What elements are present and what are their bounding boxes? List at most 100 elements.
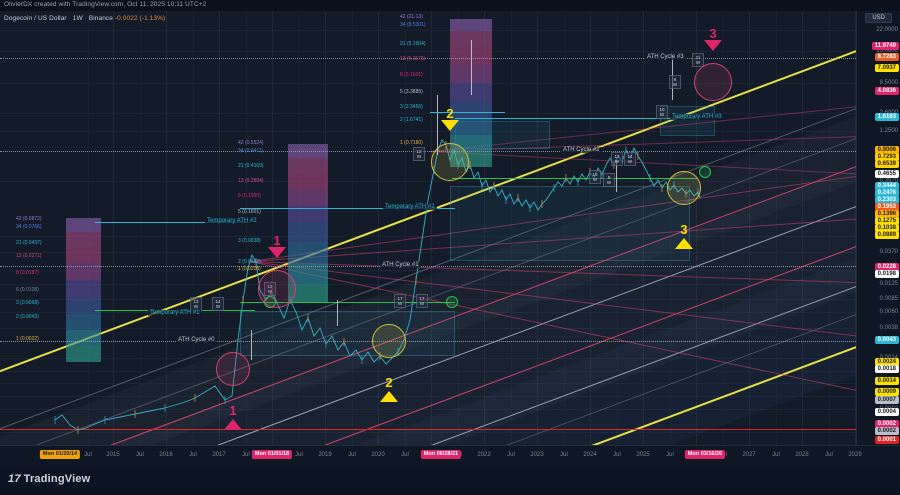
price-badge-15[interactable]: 0.1038: [874, 224, 899, 232]
time-badge-3[interactable]: Mon 03/16/26: [684, 450, 726, 459]
grid-line-horizontal: [0, 270, 856, 271]
price-badge-17[interactable]: 0.0228: [874, 263, 899, 271]
time-axis[interactable]: Jul2015Jul2016Jul2017Jul2018Jul2019Jul20…: [0, 445, 900, 467]
currency-button[interactable]: USD: [865, 13, 892, 23]
fib-block-left-row-1: [66, 232, 101, 246]
fib-level-label-2-0: 42 (21.13): [400, 14, 423, 20]
price-tick-5: 0.3970: [879, 178, 898, 184]
time-tick-28: Jul: [825, 452, 833, 458]
price-badge-11[interactable]: 0.2303: [874, 196, 899, 204]
price-tick-10: 0.0085: [879, 296, 898, 302]
price-badge-14[interactable]: 0.1275: [874, 217, 899, 225]
grid-line-horizontal: [0, 252, 856, 253]
duration-arrow-2: [437, 95, 438, 155]
price-badge-3[interactable]: 4.0836: [874, 87, 899, 95]
time-badge-1[interactable]: Mon 01/01/18: [251, 450, 293, 459]
exchange-label[interactable]: Binance: [88, 15, 114, 22]
grid-line-horizontal: [0, 371, 856, 372]
fib-block-mid-row-5: [288, 222, 328, 242]
symbol-name[interactable]: Dogecoin / US Dollar: [4, 15, 67, 22]
plot-area[interactable]: 1 1 2 2 3 3 ATH Cycle #0 ATH Cycle #1 ATH Cycle …: [0, 11, 856, 445]
temporary-ath-label-1: Temporary ATH #2: [205, 218, 259, 224]
grid-line-vertical: [431, 11, 432, 445]
time-badge-0[interactable]: Mon 01/20/14: [39, 450, 81, 459]
fib-level-label-2-3: 13 (6.1176): [400, 56, 426, 62]
duration-arrow-3: [471, 40, 472, 95]
grid-line-horizontal: [0, 51, 856, 52]
chart-pane[interactable]: 1 1 2 2 3 3 ATH Cycle #0 ATH Cycle #1 ATH Cycle …: [0, 11, 856, 445]
interval-label[interactable]: 1W: [72, 15, 83, 22]
price-badge-0[interactable]: 11.9749: [871, 42, 899, 50]
price-badge-5[interactable]: 0.9006: [874, 146, 899, 154]
grid-line-vertical: [352, 11, 353, 445]
price-badge-20[interactable]: 0.0024: [874, 358, 899, 366]
price-badge-1[interactable]: 8.7283: [874, 53, 899, 61]
fib-level-label-0-1: 34 (0.0766): [16, 224, 42, 230]
fib-level-label-1-7: 2 (0.0612): [238, 259, 261, 265]
duration-arrow-0: [251, 330, 252, 360]
fib-block-left-row-8: [66, 346, 101, 362]
price-axis[interactable]: USD 22.000015.00008.50002.60001.25000.39…: [856, 11, 900, 445]
duration-arrow-1: [337, 300, 338, 326]
fib-block-right-row-1: [450, 31, 492, 47]
price-badge-25[interactable]: 0.0004: [874, 408, 899, 416]
price-badge-9[interactable]: 0.3444: [874, 182, 899, 190]
fib-level-label-2-7: 2 (1.6741): [400, 117, 423, 123]
grid-line-horizontal: [0, 328, 856, 329]
duration-box-3: 17 W: [394, 294, 406, 308]
price-badge-23[interactable]: 0.0009: [874, 388, 899, 396]
time-badge-2[interactable]: Mon 06/28/21: [420, 450, 462, 459]
duration-box-12: 11 W: [692, 53, 704, 67]
price-badge-12[interactable]: 0.1953: [874, 203, 899, 211]
price-badge-22[interactable]: 0.0014: [874, 377, 899, 385]
time-tick-15: 2022: [477, 452, 491, 458]
price-badge-27[interactable]: 0.0002: [874, 427, 899, 435]
price-badge-19[interactable]: 0.0043: [874, 336, 899, 344]
price-badge-2[interactable]: 7.0937: [874, 64, 899, 72]
price-tick-12: 0.0038: [879, 325, 898, 331]
price-badge-4[interactable]: 1.6163: [874, 113, 899, 121]
grid-line-vertical: [193, 11, 194, 445]
price-badge-26[interactable]: 0.0002: [874, 420, 899, 428]
price-badge-13[interactable]: 0.1396: [874, 210, 899, 218]
cycle-pivot-circle-3-4: [667, 171, 701, 205]
price-badge-24[interactable]: 0.0007: [874, 396, 899, 404]
time-tick-29: 2029: [848, 452, 862, 458]
fib-level-label-2-4: 8 (6.1601): [400, 72, 423, 78]
fib-block-left-row-6: [66, 314, 101, 330]
price-badge-28[interactable]: 0.0001: [874, 436, 899, 444]
price-badge-6[interactable]: 0.7293: [874, 153, 899, 161]
tv-mark: 17: [8, 473, 21, 485]
time-tick-20: Jul: [613, 452, 621, 458]
grid-line-vertical: [696, 11, 697, 445]
grid-line-horizontal: [0, 181, 856, 182]
time-tick-21: 2025: [636, 452, 650, 458]
grid-line-horizontal: [0, 312, 856, 313]
fib-level-label-1-4: 8 (0.1990): [238, 193, 261, 199]
time-tick-9: 2019: [318, 452, 332, 458]
grid-line-horizontal: [0, 113, 856, 114]
fib-level-label-1-3: 13 (0.2884): [238, 178, 264, 184]
price-badge-7[interactable]: 0.6539: [874, 160, 899, 168]
price-badge-8[interactable]: 0.4655: [874, 170, 899, 178]
price-badge-16[interactable]: 0.0889: [874, 231, 899, 239]
measure-arrow-1: [240, 208, 455, 209]
price-badge-10[interactable]: 0.2476: [874, 189, 899, 197]
cycle-triangle-down-3: [441, 120, 459, 131]
grid-line-vertical: [511, 11, 512, 445]
grid-line-horizontal: [0, 383, 856, 384]
grid-line-vertical: [564, 11, 565, 445]
ath-cycle-dotted-line-2: [0, 151, 856, 152]
duration-box-0: 13 W: [190, 297, 202, 311]
ath-cycle-dotted-line-3: [0, 58, 856, 59]
fib-level-label-1-0: 42 (0.5524): [238, 140, 264, 146]
grid-line-vertical: [643, 11, 644, 445]
price-badge-21[interactable]: 0.0018: [874, 365, 899, 373]
duration-box-1: 14 W: [212, 297, 224, 311]
grid-line-vertical: [617, 11, 618, 445]
fib-level-label-0-3: 13 (0.0271): [16, 253, 42, 259]
duration-box-10: 10 W: [656, 105, 668, 119]
time-tick-17: 2023: [530, 452, 544, 458]
price-tick-2: 8.5000: [879, 80, 898, 86]
price-badge-18[interactable]: 0.0198: [874, 270, 899, 278]
